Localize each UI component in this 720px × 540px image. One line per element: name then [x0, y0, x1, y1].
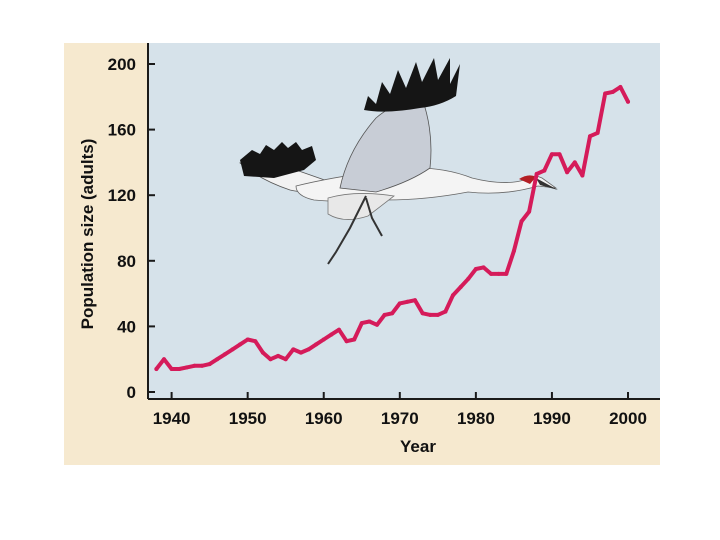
x-tick-label: 2000 [609, 409, 647, 428]
x-axis-label: Year [400, 437, 436, 456]
y-tick-label: 120 [108, 186, 136, 205]
x-tick-label: 1940 [153, 409, 191, 428]
y-tick-label: 160 [108, 121, 136, 140]
x-axis-ticks: 1940 1950 1960 1970 1980 1990 2000 [153, 392, 647, 428]
x-tick-label: 1980 [457, 409, 495, 428]
y-tick-label: 40 [117, 317, 136, 336]
x-tick-label: 1960 [305, 409, 343, 428]
y-tick-label: 80 [117, 252, 136, 271]
x-tick-label: 1970 [381, 409, 419, 428]
population-line [154, 85, 630, 371]
y-axis-ticks: 0 40 80 120 160 200 [108, 55, 155, 402]
y-axis-label: Population size (adults) [78, 139, 97, 330]
x-tick-label: 1990 [533, 409, 571, 428]
y-tick-label: 0 [127, 383, 136, 402]
x-tick-label: 1950 [229, 409, 267, 428]
y-tick-label: 200 [108, 55, 136, 74]
chart-figure: 0 40 80 120 160 200 1940 1950 1960 1970 1980 1990 2… [64, 43, 660, 465]
population-chart: 0 40 80 120 160 200 1940 1950 1960 1970 1980 1990 2… [64, 43, 660, 465]
chart-axes [147, 43, 660, 400]
whooping-crane-icon [239, 58, 558, 265]
